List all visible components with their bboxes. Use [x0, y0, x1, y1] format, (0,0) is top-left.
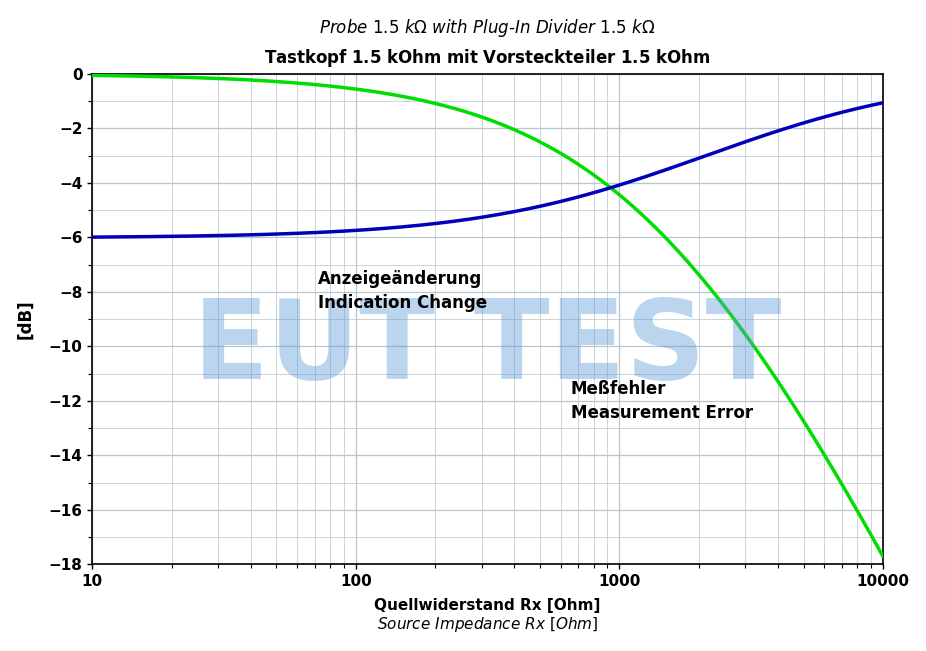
Text: Meßfehler
Measurement Error: Meßfehler Measurement Error: [570, 380, 753, 422]
Title: $\mathbf{\mathit{Probe\ 1.5\ k\Omega\ with\ Plug\text{-}In\ Divider\ 1.5\ k\Omeg: $\mathbf{\mathit{Probe\ 1.5\ k\Omega\ wi…: [265, 17, 710, 68]
Y-axis label: [dB]: [dB]: [17, 299, 34, 339]
X-axis label: Quellwiderstand Rx [Ohm]
$\mathbf{\mathit{Source\ Impedance\ Rx\ [Ohm]}}$: Quellwiderstand Rx [Ohm] $\mathbf{\mathi…: [374, 598, 601, 634]
Text: Anzeigeänderung
Indication Change: Anzeigeänderung Indication Change: [318, 270, 487, 312]
Text: EUT TEST: EUT TEST: [194, 295, 782, 402]
